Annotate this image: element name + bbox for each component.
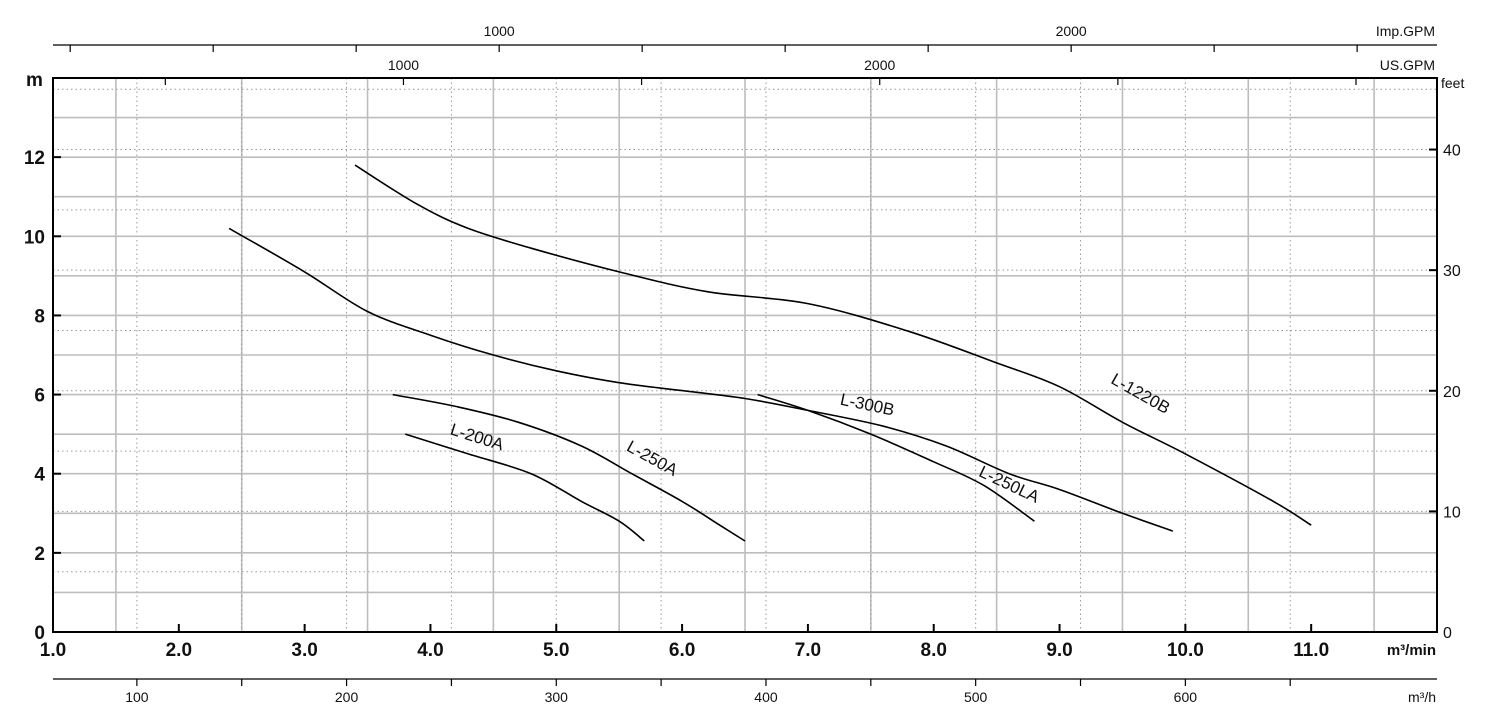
y-tick-label: 4 [34,465,45,486]
y-tick-label: 10 [24,227,45,248]
x-tick-label: 4.0 [417,640,443,661]
series-line-l-250a [392,393,746,542]
x-tick-label: 6.0 [669,640,695,661]
m3h-tick-label: 400 [754,689,778,705]
m3h-tick-label: 300 [545,689,569,705]
x-tick-label: 11.0 [1293,640,1329,661]
m3h-tick-label: 200 [335,689,359,705]
y-tick-label: 2 [34,544,45,565]
x-tick-label: 8.0 [921,640,947,661]
y-tick-label: 8 [34,306,45,327]
us-gpm-ticks: 1000 2000 [164,57,1357,85]
x-tick-label: 7.0 [795,640,821,661]
x-ticks-m3min: 1.0 2.0 3.0 4.0 5.0 6.0 7.0 8.0 9.0 10.0 11.0 [40,624,1329,661]
y-tick-label: 6 [34,386,45,407]
y-tick-label: 12 [24,148,45,169]
m3h-tick-label: 100 [125,689,149,705]
series-line-l-300b [228,227,1174,532]
feet-tick-label: 30 [1443,263,1461,280]
m3h-tick-label: 500 [964,689,988,705]
feet-tick-label: 0 [1443,625,1452,642]
y-tick-label: 0 [34,623,45,644]
y-ticks-m: 0 2 4 6 8 10 12 [24,148,61,644]
x-tick-label: 3.0 [291,640,317,661]
x-tick-label: 5.0 [543,640,569,661]
imp-gpm-tick-label: 2000 [1056,23,1087,39]
series-line-l-200a [405,433,645,542]
x-tick-label: 10.0 [1167,640,1204,661]
plot-frame [52,77,1438,633]
y-ticks-feet: 0 10 20 30 40 [1429,143,1461,642]
series-label-l-250la: L-250LA [976,462,1043,507]
y-axis-label-feet: feet [1441,75,1464,91]
x-tick-label: 9.0 [1046,640,1072,661]
feet-tick-label: 40 [1443,143,1461,160]
imp-gpm-ticks: 1000 2000 [69,23,1358,52]
feet-tick-label: 10 [1443,504,1461,521]
us-gpm-tick-label: 2000 [864,57,895,73]
grid [53,78,1437,632]
x-axis-label: m³/min [1387,642,1436,659]
us-gpm-tick-label: 1000 [388,57,419,73]
series-line-l-1220b [354,164,1312,526]
x-tick-label: 2.0 [166,640,192,661]
x-tick-label: 1.0 [40,640,66,661]
imp-gpm-tick-label: 1000 [484,23,515,39]
series-label-l-1220b: L-1220B [1108,370,1173,418]
imp-gpm-label: Imp.GPM [1376,23,1435,39]
m3h-ticks: 100 200 300 400 500 600 [125,679,1291,705]
m3h-label: m³/h [1408,689,1436,705]
series-line-l-250la [757,393,1035,522]
feet-tick-label: 20 [1443,384,1461,401]
m3h-tick-label: 600 [1174,689,1198,705]
us-gpm-label: US.GPM [1380,57,1435,73]
y-axis-label-m: m [26,70,43,91]
series-label-l-200a: L-200A [448,420,507,455]
